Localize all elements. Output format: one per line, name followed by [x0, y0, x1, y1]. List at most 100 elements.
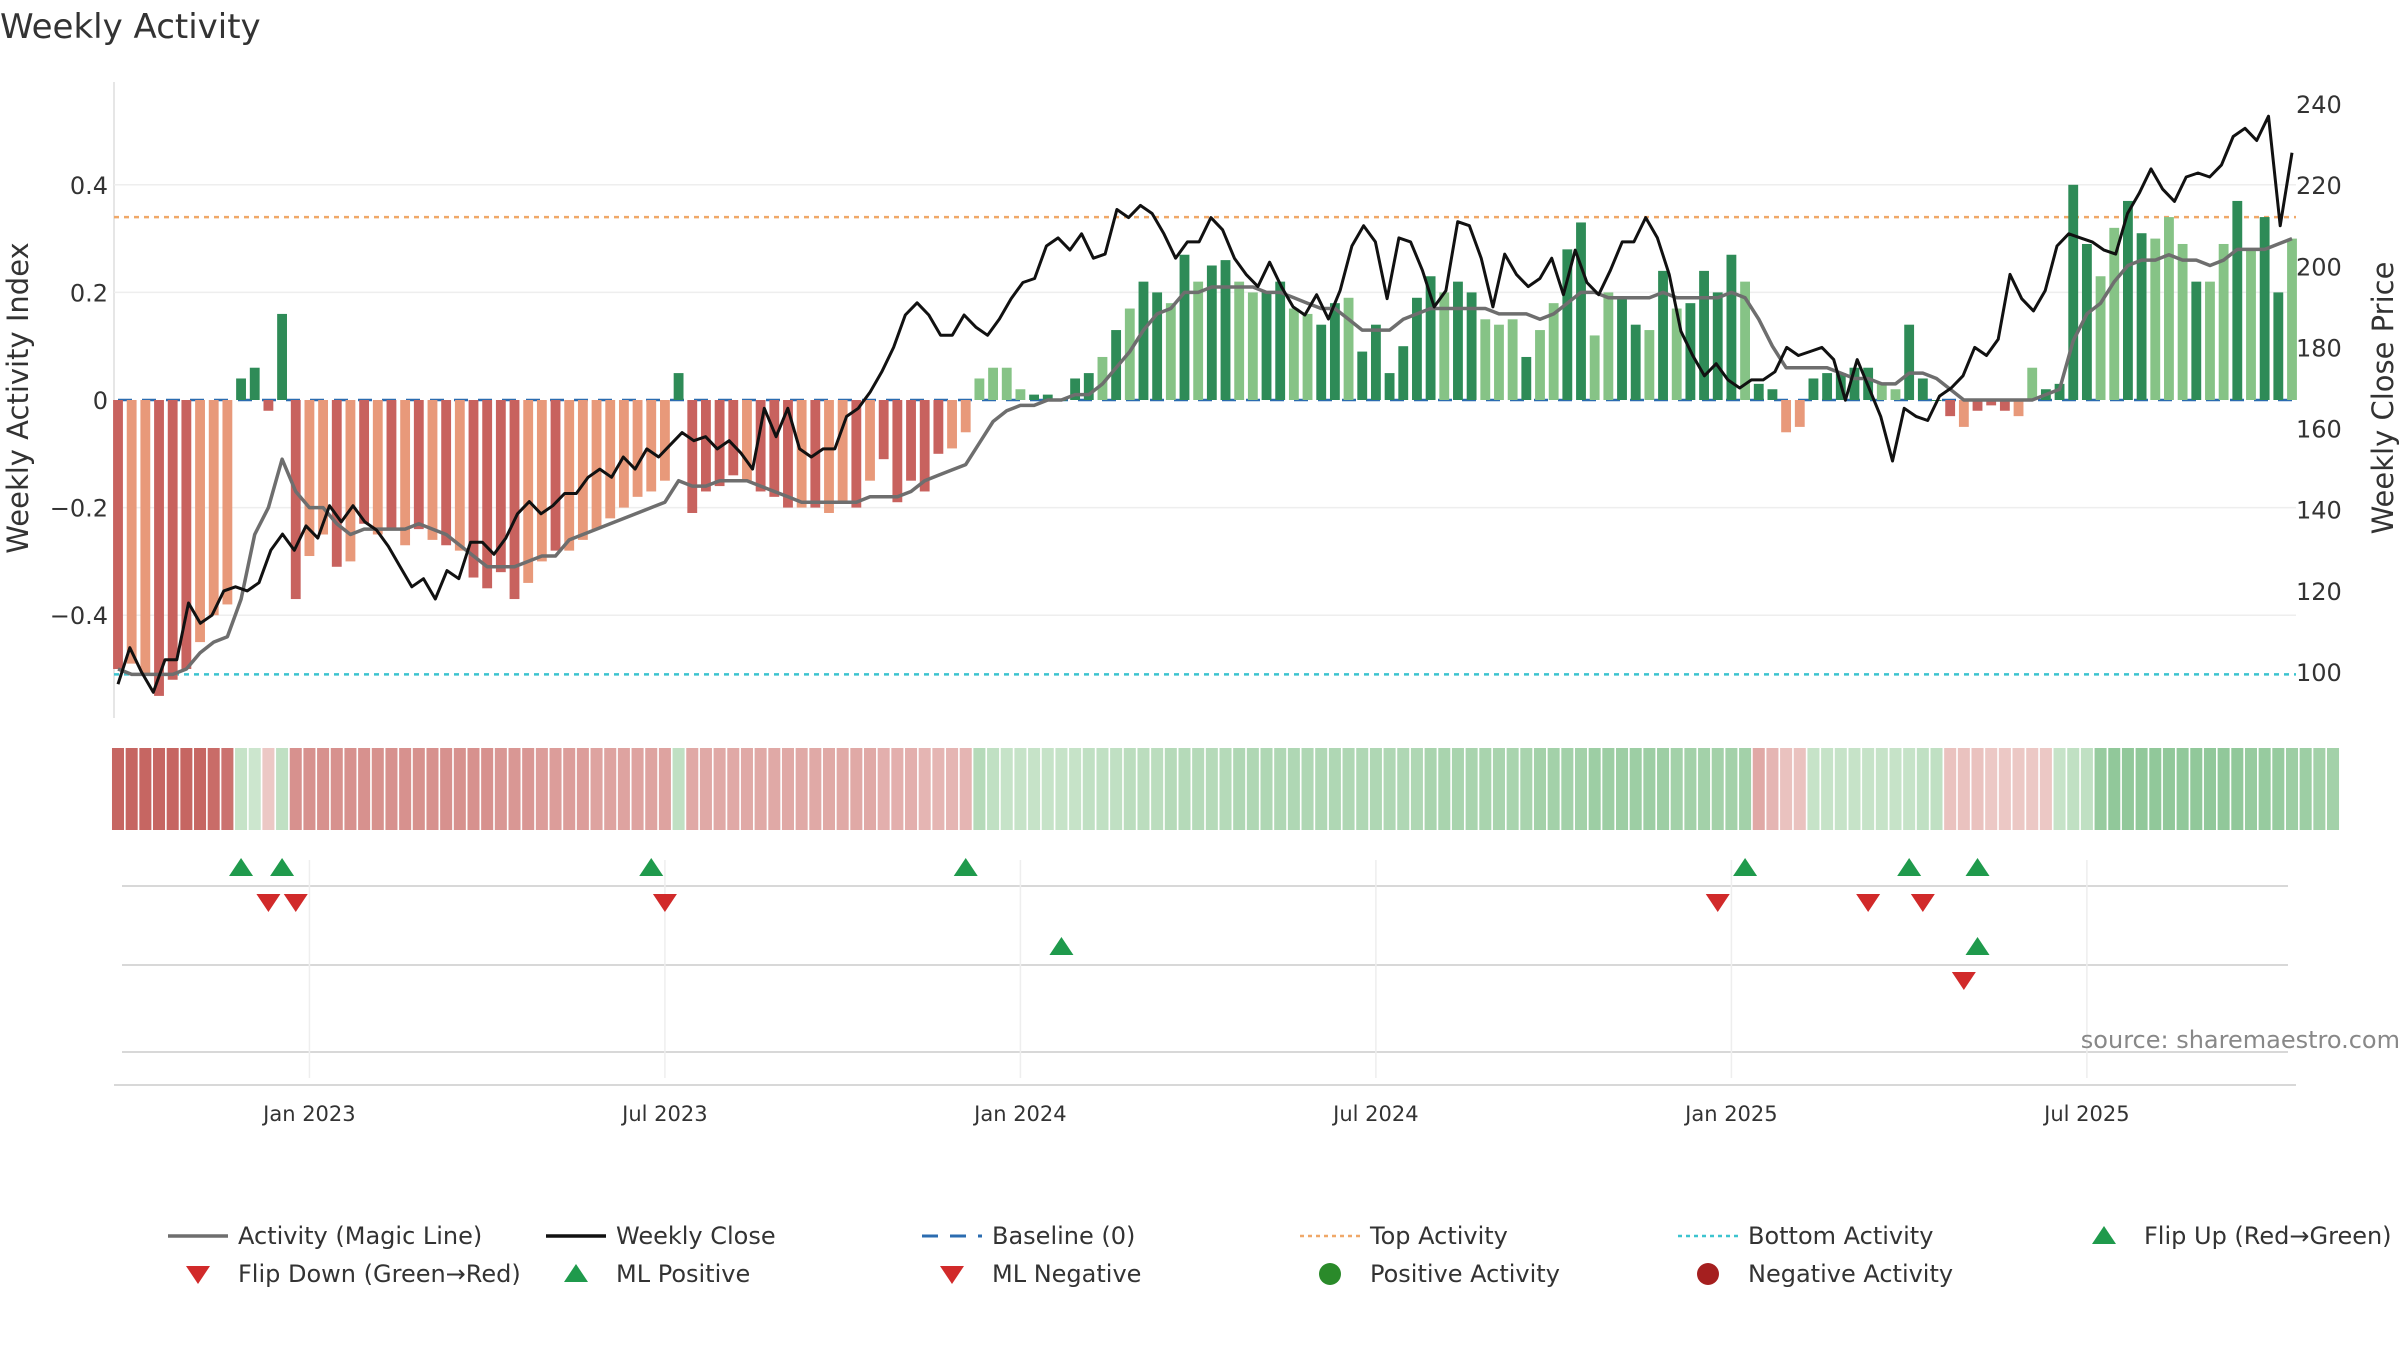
activity-bar	[837, 400, 848, 503]
band-cell	[1684, 748, 1697, 830]
activity-bar	[208, 400, 219, 616]
activity-bar	[1986, 400, 1997, 406]
band-cell	[905, 748, 918, 830]
activity-bar	[660, 400, 670, 481]
band-cell	[932, 748, 945, 830]
legend: Activity (Magic Line) Weekly Close Baselin…	[168, 1222, 2392, 1288]
right-y-tick-label: 180	[2296, 334, 2342, 362]
band-cell	[1123, 748, 1136, 830]
activity-bar	[714, 400, 725, 487]
band-cell	[2162, 748, 2175, 830]
band-cell	[2149, 748, 2162, 830]
band-cell	[699, 748, 712, 830]
activity-bar	[550, 400, 561, 551]
band-cell	[317, 748, 330, 830]
band-cell	[2217, 748, 2230, 830]
legend-label: Baseline (0)	[992, 1222, 1135, 1250]
band-cell	[1301, 748, 1314, 830]
activity-bar	[1822, 373, 1833, 400]
activity-bar	[400, 400, 411, 546]
right-y-tick-label: 200	[2296, 253, 2342, 281]
band-cell	[1834, 748, 1847, 830]
activity-bar	[1261, 292, 1272, 400]
activity-bar	[2136, 233, 2147, 400]
band-cell	[2272, 748, 2285, 830]
flip-up-marker	[953, 858, 978, 876]
band-cell	[576, 748, 589, 830]
band-cell	[1848, 748, 1861, 830]
band-cell	[2039, 748, 2052, 830]
band-cell	[1451, 748, 1464, 830]
band-cell	[1014, 748, 1027, 830]
band-cell	[1588, 748, 1601, 830]
legend-label: Flip Down (Green→Red)	[238, 1260, 521, 1288]
activity-bar	[1699, 270, 1709, 400]
activity-bar	[1904, 324, 1915, 400]
band-cell	[1492, 748, 1505, 830]
activity-bar	[1781, 400, 1792, 433]
band-cell	[1041, 748, 1054, 830]
activity-bar	[1083, 373, 1094, 400]
activity-bar	[2218, 243, 2229, 400]
band-cell	[535, 748, 548, 830]
band-cell	[1985, 748, 1998, 830]
legend-label: ML Positive	[616, 1260, 750, 1288]
band-cell	[1520, 748, 1533, 830]
legend-item: Top Activity	[1300, 1222, 1508, 1250]
band-cell	[1793, 748, 1806, 830]
band-cell	[2094, 748, 2107, 830]
left-y-tick-label: −0.2	[50, 495, 108, 523]
activity-bar	[1753, 383, 1764, 400]
band-cell	[1506, 748, 1519, 830]
x-ticks: Jan 2023 Jul 2023 Jan 2024 Jul 2024 Jan 2025…	[261, 1102, 2129, 1126]
band-cell	[1574, 748, 1588, 830]
left-y-tick-label: 0.2	[70, 279, 108, 307]
band-cell	[235, 748, 248, 830]
activity-bar	[345, 400, 356, 562]
activity-bar	[140, 400, 151, 675]
band-cell	[1643, 748, 1656, 830]
band-cell	[1561, 748, 1574, 830]
band-cell	[1055, 748, 1068, 830]
band-cell	[1082, 748, 1095, 830]
activity-bar	[2081, 243, 2092, 400]
band-cell	[1328, 748, 1341, 830]
right-y-ticks: 240 220 200 180 160 140 120 100	[2296, 91, 2342, 687]
band-cell	[2135, 748, 2148, 830]
activity-bar	[673, 373, 684, 400]
legend-swatch-circle	[1319, 1263, 1341, 1285]
activity-bar	[577, 400, 588, 540]
band-cell	[2067, 748, 2080, 830]
activity-bar	[1206, 265, 1217, 400]
legend-label: Top Activity	[1369, 1222, 1508, 1250]
activity-bar	[1972, 400, 1983, 411]
legend-swatch-circle	[1697, 1263, 1719, 1285]
legend-swatch-triangle-down	[940, 1266, 964, 1284]
band-cell	[1629, 748, 1642, 830]
flip-up-marker	[639, 858, 664, 876]
activity-bar	[701, 400, 711, 492]
band-cell	[740, 748, 753, 830]
band-cell	[631, 748, 644, 830]
flip-up-marker	[270, 858, 295, 876]
band-cell	[1424, 748, 1437, 830]
band-cell	[946, 748, 959, 830]
activity-bar	[1329, 303, 1340, 400]
band-cell	[1875, 748, 1888, 830]
activity-bar	[1548, 303, 1559, 400]
x-tick-label: Jan 2023	[261, 1102, 356, 1126]
right-y-tick-label: 120	[2296, 578, 2342, 606]
band-cell	[2285, 748, 2299, 830]
activity-bar	[304, 400, 315, 557]
activity-bar	[1480, 319, 1491, 400]
band-cell	[1137, 748, 1150, 830]
activity-bar	[236, 378, 246, 400]
activity-bar	[1740, 281, 1750, 400]
band-cell	[1944, 748, 1957, 830]
activity-bar	[1767, 389, 1778, 400]
activity-bar	[1384, 373, 1395, 400]
band-cell	[358, 748, 371, 830]
activity-bar	[824, 400, 834, 513]
band-cell	[1971, 748, 1984, 830]
activity-bar	[974, 378, 985, 400]
